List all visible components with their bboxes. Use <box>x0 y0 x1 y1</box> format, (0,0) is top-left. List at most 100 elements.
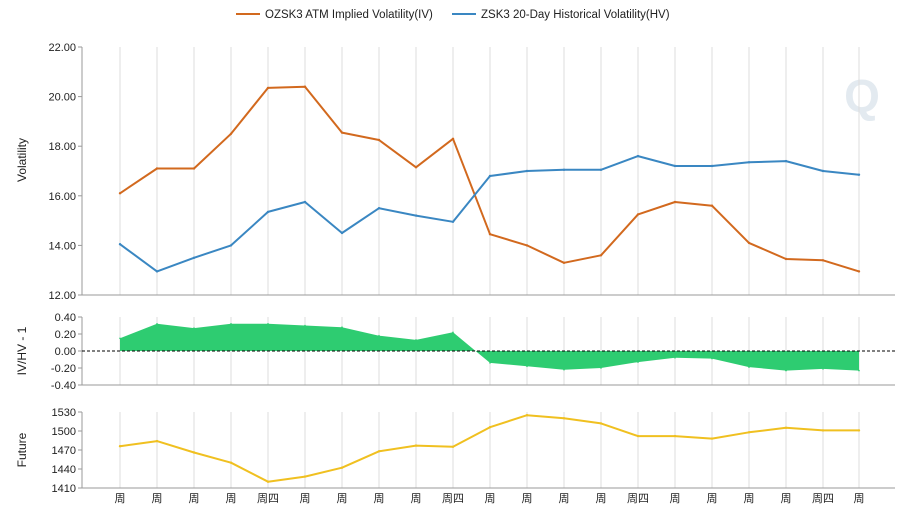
data-point <box>637 361 639 363</box>
x-tick-label: 周 <box>152 492 163 505</box>
x-tick-label: 周 <box>854 492 865 505</box>
data-point <box>821 429 825 432</box>
data-point <box>489 362 491 364</box>
data-point <box>414 444 418 447</box>
y-tick-label: 1440 <box>52 464 76 476</box>
data-point <box>784 257 788 261</box>
data-point <box>488 233 492 236</box>
y-axis-label: Volatility <box>15 138 29 182</box>
data-point <box>785 369 787 372</box>
data-point <box>229 132 233 135</box>
data-point <box>266 210 270 214</box>
data-point <box>156 323 158 325</box>
data-point <box>118 445 122 448</box>
data-point <box>748 366 750 368</box>
x-tick-label: 周 <box>189 492 200 505</box>
data-point <box>119 337 121 340</box>
data-point <box>636 154 640 158</box>
data-point <box>525 414 529 417</box>
x-tick-label: 周四 <box>627 492 649 505</box>
data-point <box>857 270 861 273</box>
data-point <box>858 369 860 372</box>
data-point <box>340 231 344 235</box>
data-point <box>525 169 529 173</box>
data-point <box>155 167 159 170</box>
x-tick-label: 周 <box>781 492 792 505</box>
data-point <box>747 431 751 434</box>
data-point <box>303 475 307 478</box>
x-tick-label: 周 <box>670 492 681 505</box>
data-point <box>600 367 602 369</box>
y-tick-label: -0.40 <box>51 380 76 392</box>
data-point <box>340 466 344 469</box>
x-tick-label: 周 <box>707 492 718 505</box>
data-point <box>636 213 640 216</box>
data-point <box>193 327 195 329</box>
data-point <box>747 241 751 245</box>
data-point <box>377 450 381 453</box>
data-point <box>821 169 825 173</box>
y-tick-label: 1470 <box>52 445 76 457</box>
data-point <box>747 161 751 164</box>
data-point <box>488 426 492 429</box>
data-point <box>822 368 824 370</box>
x-tick-label: 周 <box>411 492 422 505</box>
data-point <box>636 434 640 438</box>
y-tick-label: 22.00 <box>48 42 76 54</box>
data-point <box>451 445 455 448</box>
data-point <box>599 422 603 425</box>
x-tick-label: 周四 <box>257 492 279 505</box>
data-point <box>230 323 232 325</box>
y-tick-label: 18.00 <box>48 141 76 153</box>
y-tick-label: 1500 <box>52 426 76 438</box>
data-point <box>155 439 159 443</box>
y-tick-label: 20.00 <box>48 92 76 104</box>
panel-volatility: 12.00 14.00 16.00 18.00 20.00 22.00 Volatility <box>15 42 895 302</box>
y-tick-label: 1410 <box>52 483 76 495</box>
data-point <box>266 86 270 90</box>
x-tick-label: 周 <box>300 492 311 505</box>
data-point <box>488 174 492 178</box>
data-point <box>599 254 603 257</box>
x-tick-label: 周 <box>226 492 237 505</box>
ratio-area <box>120 323 859 371</box>
data-point <box>526 365 528 368</box>
data-point <box>377 207 381 210</box>
data-point <box>155 270 159 273</box>
legend: OZSK3 ATM Implied Volatility(IV) ZSK3 20-… <box>236 9 670 21</box>
data-point <box>415 339 417 341</box>
y-tick-label: 16.00 <box>48 191 76 203</box>
data-point <box>414 166 418 169</box>
watermark-text: Q <box>844 70 880 122</box>
data-point <box>821 259 825 262</box>
data-point <box>562 417 566 420</box>
data-point <box>377 138 381 142</box>
y-tick-label: 1530 <box>52 407 76 419</box>
data-point <box>599 168 603 171</box>
data-point <box>563 368 565 371</box>
data-point <box>452 331 454 334</box>
data-point <box>118 243 122 246</box>
data-point <box>414 214 418 217</box>
data-point <box>784 159 788 163</box>
data-point <box>451 220 455 223</box>
x-tick-label: 周 <box>115 492 126 505</box>
data-point <box>710 437 714 440</box>
data-point <box>673 434 677 438</box>
data-point <box>303 85 307 88</box>
data-point <box>192 256 196 259</box>
y-tick-label: 14.00 <box>48 240 76 252</box>
legend-label-2: ZSK3 20-Day Historical Volatility(HV) <box>481 9 670 21</box>
data-point <box>303 200 307 204</box>
data-point <box>562 168 566 171</box>
data-point <box>857 429 861 432</box>
data-point <box>674 357 676 359</box>
data-point <box>451 137 455 140</box>
data-point <box>378 334 380 337</box>
data-point <box>562 261 566 264</box>
data-point <box>340 131 344 134</box>
legend-label-1: OZSK3 ATM Implied Volatility(IV) <box>265 9 433 21</box>
y-axis-label: Future <box>15 432 29 467</box>
